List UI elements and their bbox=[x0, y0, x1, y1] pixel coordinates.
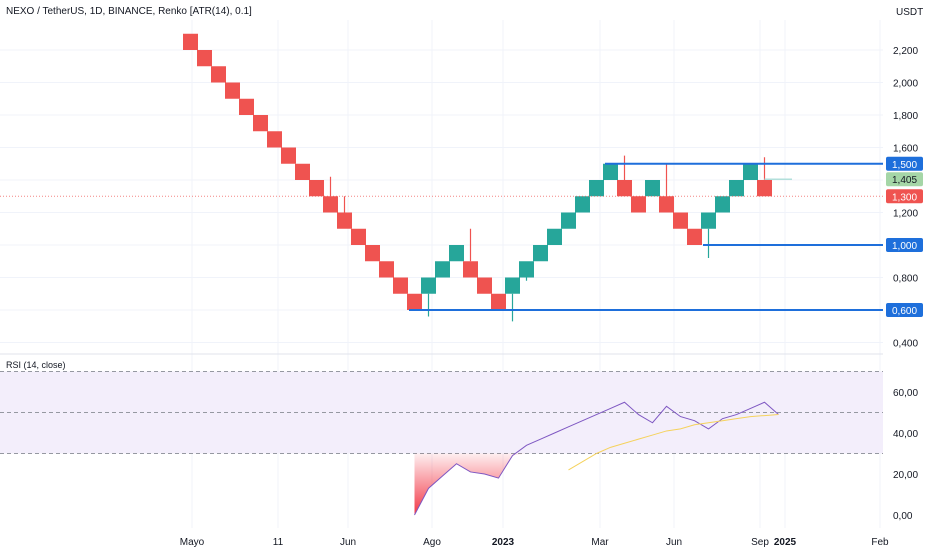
last-close-badge bbox=[886, 189, 923, 204]
renko-brick-down[interactable] bbox=[211, 66, 226, 83]
rsi-tick-label: 0,00 bbox=[893, 511, 913, 522]
renko-brick-down[interactable] bbox=[281, 147, 296, 164]
time-tick-label: 2023 bbox=[492, 537, 515, 548]
rsi-line[interactable] bbox=[414, 401, 779, 516]
currency-label: USDT bbox=[896, 7, 923, 18]
rsi-pane[interactable] bbox=[0, 371, 883, 516]
renko-brick-up[interactable] bbox=[645, 180, 660, 197]
rsi-oversold-fill bbox=[414, 453, 527, 515]
renko-brick-up[interactable] bbox=[575, 196, 590, 213]
last-close-label: 1,300 bbox=[892, 192, 917, 203]
level-price-label: 1,000 bbox=[892, 241, 917, 252]
renko-brick-up[interactable] bbox=[547, 228, 562, 245]
price-tick-label: 0,400 bbox=[893, 339, 918, 350]
current-price-badge bbox=[886, 172, 923, 187]
level-price-badge bbox=[886, 303, 923, 317]
level-price-badge bbox=[886, 156, 923, 171]
price-tick-label: 2,000 bbox=[893, 79, 918, 90]
renko-brick-up[interactable] bbox=[435, 261, 450, 278]
renko-brick-down[interactable] bbox=[337, 212, 352, 229]
time-tick-label: Jun bbox=[666, 537, 682, 548]
renko-brick-down[interactable] bbox=[491, 293, 506, 310]
renko-brick-up[interactable] bbox=[701, 212, 716, 229]
renko-brick-down[interactable] bbox=[393, 277, 408, 294]
price-axis: 2,2002,0001,8001,6001,4001,2001,0000,800… bbox=[180, 46, 923, 548]
time-tick-label: Feb bbox=[871, 537, 889, 548]
support-resistance-levels[interactable] bbox=[0, 162, 883, 311]
renko-bricks[interactable] bbox=[183, 33, 772, 322]
renko-brick-up[interactable] bbox=[421, 277, 436, 294]
level-price-badge bbox=[886, 238, 923, 252]
level-price-label: 0,600 bbox=[892, 306, 917, 317]
renko-brick-down[interactable] bbox=[463, 261, 478, 278]
renko-brick-up[interactable] bbox=[589, 180, 604, 197]
renko-brick-up[interactable] bbox=[729, 180, 744, 197]
rsi-tick-label: 20,00 bbox=[893, 470, 918, 481]
renko-brick-down[interactable] bbox=[659, 196, 674, 213]
time-tick-label: Ago bbox=[423, 537, 441, 548]
renko-brick-up[interactable] bbox=[505, 277, 520, 294]
renko-brick-down[interactable] bbox=[477, 277, 492, 294]
renko-brick-down[interactable] bbox=[757, 180, 772, 197]
renko-brick-down[interactable] bbox=[687, 228, 702, 245]
renko-brick-down[interactable] bbox=[365, 245, 380, 262]
renko-brick-up[interactable] bbox=[449, 245, 464, 262]
time-tick-label: Mayo bbox=[180, 537, 205, 548]
rsi-ma-line[interactable] bbox=[568, 414, 779, 471]
renko-brick-down[interactable] bbox=[351, 228, 366, 245]
renko-brick-down[interactable] bbox=[673, 212, 688, 229]
renko-brick-down[interactable] bbox=[239, 98, 254, 115]
renko-brick-up[interactable] bbox=[519, 261, 534, 278]
renko-brick-down[interactable] bbox=[183, 33, 198, 50]
level-price-label: 1,500 bbox=[892, 160, 917, 171]
time-tick-label: 2025 bbox=[774, 537, 797, 548]
time-tick-label: Mar bbox=[591, 537, 609, 548]
time-tick-label: Sep bbox=[751, 537, 769, 548]
renko-brick-down[interactable] bbox=[617, 180, 632, 197]
rsi-tick-label: 40,00 bbox=[893, 429, 918, 440]
renko-brick-down[interactable] bbox=[309, 180, 324, 197]
renko-brick-up[interactable] bbox=[603, 163, 618, 180]
renko-brick-up[interactable] bbox=[743, 163, 758, 180]
renko-brick-up[interactable] bbox=[715, 196, 730, 213]
renko-brick-down[interactable] bbox=[631, 196, 646, 213]
price-tick-label: 1,200 bbox=[893, 209, 918, 220]
current-price-label: 1,405 bbox=[892, 175, 917, 186]
chart-title: NEXO / TetherUS, 1D, BINANCE, Renko [ATR… bbox=[6, 6, 252, 17]
price-tick-label: 1,800 bbox=[893, 111, 918, 122]
price-tick-label: 1,600 bbox=[893, 144, 918, 155]
time-tick-label: 11 bbox=[273, 537, 284, 548]
price-tick-label: 0,800 bbox=[893, 274, 918, 285]
renko-brick-down[interactable] bbox=[323, 196, 338, 213]
rsi-title: RSI (14, close) bbox=[6, 360, 66, 370]
renko-brick-down[interactable] bbox=[197, 50, 212, 67]
renko-brick-up[interactable] bbox=[561, 212, 576, 229]
renko-brick-down[interactable] bbox=[407, 293, 422, 310]
renko-brick-down[interactable] bbox=[379, 261, 394, 278]
renko-brick-up[interactable] bbox=[533, 245, 548, 262]
time-tick-label: Jun bbox=[340, 537, 356, 548]
renko-brick-down[interactable] bbox=[267, 131, 282, 148]
renko-brick-down[interactable] bbox=[253, 115, 268, 132]
renko-brick-down[interactable] bbox=[225, 82, 240, 99]
renko-brick-down[interactable] bbox=[295, 163, 310, 180]
price-tick-label: 2,200 bbox=[893, 46, 918, 57]
rsi-tick-label: 60,00 bbox=[893, 388, 918, 399]
